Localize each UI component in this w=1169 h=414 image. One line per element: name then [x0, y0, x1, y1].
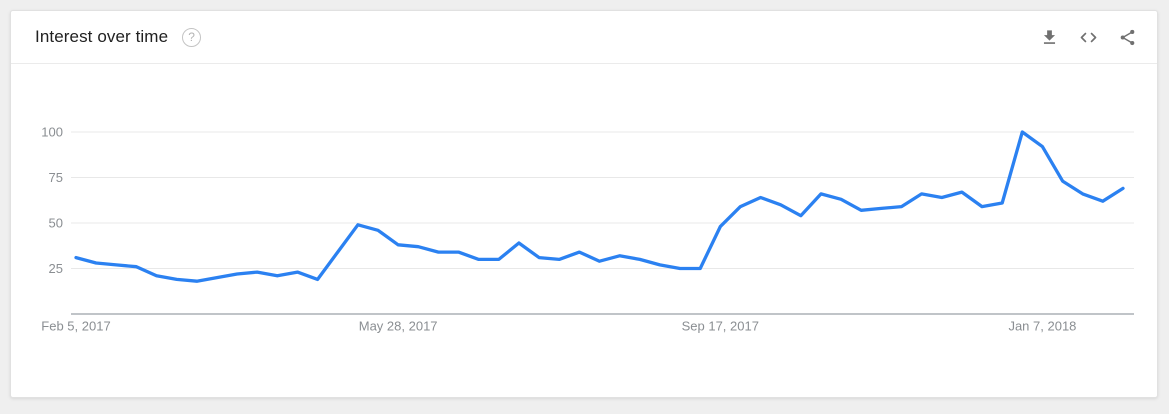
download-button[interactable]	[1037, 25, 1061, 49]
y-axis-label-100: 100	[41, 125, 63, 140]
x-axis-label-3: Jan 7, 2018	[1008, 319, 1076, 334]
x-axis-label-2: Sep 17, 2017	[682, 319, 759, 334]
share-button[interactable]	[1115, 25, 1139, 49]
chart-toolbar	[1037, 25, 1141, 49]
trend-line	[74, 130, 1125, 283]
card-title: Interest over time	[35, 27, 169, 46]
chart-area[interactable]: 25 50 75 100 Feb 5, 2017 May 28, 2017 Sep 17, …	[11, 63, 1159, 398]
embed-button[interactable]	[1076, 25, 1100, 49]
help-icon[interactable]: ?	[182, 27, 202, 47]
x-axis-label-0: Feb 5, 2017	[41, 319, 110, 334]
x-axis-label-1: May 28, 2017	[359, 319, 438, 334]
y-axis-label-75: 75	[49, 170, 63, 185]
card-header: Interest over time ?	[11, 11, 1157, 63]
interest-over-time-chart[interactable]: 25 50 75 100 Feb 5, 2017 May 28, 2017 Sep 17, …	[11, 63, 1159, 398]
y-axis-label-50: 50	[49, 216, 63, 231]
download-icon	[1040, 28, 1059, 47]
header-divider	[11, 63, 1157, 64]
embed-code-icon	[1078, 27, 1099, 48]
interest-over-time-card: Interest over time ?	[10, 10, 1158, 398]
y-axis-label-25: 25	[49, 261, 63, 276]
share-icon	[1118, 28, 1137, 47]
